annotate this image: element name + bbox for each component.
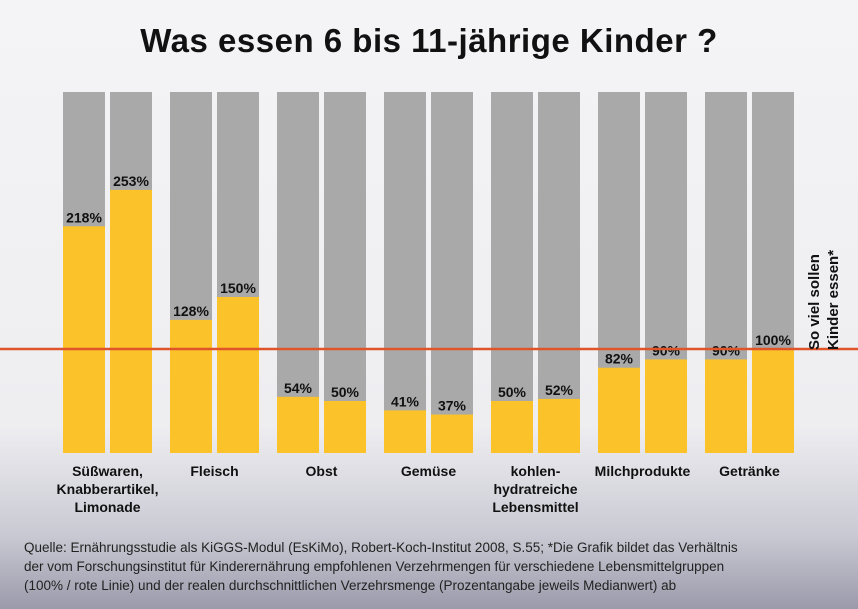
category-label: Getränke bbox=[690, 462, 810, 480]
chart-title: Was essen 6 bis 11-jährige Kinder ? bbox=[140, 22, 718, 59]
bar bbox=[491, 401, 533, 453]
bar bbox=[63, 226, 105, 453]
side-label-line: Kinder essen* bbox=[825, 249, 842, 350]
data-label: 253% bbox=[113, 173, 149, 189]
category-label-line: Limonade bbox=[74, 499, 141, 515]
data-label: 37% bbox=[438, 398, 467, 414]
data-label: 41% bbox=[391, 393, 420, 409]
bar-background bbox=[431, 92, 473, 453]
category-label-line: Süßwaren, bbox=[72, 463, 143, 479]
category-label: kohlen-hydratreiche Lebensmittel bbox=[476, 462, 596, 516]
bar bbox=[752, 349, 794, 453]
footer-line: Quelle: Ernährungsstudie als KiGGS-Modul… bbox=[24, 540, 738, 555]
category-label-line: Fleisch bbox=[190, 463, 239, 479]
bar-background bbox=[538, 92, 580, 453]
bar bbox=[645, 359, 687, 453]
data-label: 90% bbox=[652, 342, 681, 358]
bar-background bbox=[491, 92, 533, 453]
category-label: Milchprodukte bbox=[583, 462, 703, 480]
data-label: 150% bbox=[220, 280, 256, 296]
category-label: Süßwaren, Knabberartikel, Limonade bbox=[48, 462, 168, 516]
bar bbox=[431, 414, 473, 453]
bar-background bbox=[277, 92, 319, 453]
category-label-line: Milchprodukte bbox=[594, 463, 691, 479]
bar bbox=[538, 398, 580, 453]
bar bbox=[324, 401, 366, 453]
category-label-line: hydratreiche bbox=[493, 481, 578, 497]
footer-line: der vom Forschungsinstitut für Kinderern… bbox=[24, 559, 725, 574]
data-label: 52% bbox=[545, 382, 574, 398]
data-label: 54% bbox=[284, 380, 313, 396]
bar bbox=[170, 319, 212, 453]
category-label-line: Getränke bbox=[719, 463, 780, 479]
side-label-line: So viel sollen bbox=[806, 254, 823, 350]
data-label: 90% bbox=[712, 342, 741, 358]
data-label: 50% bbox=[498, 384, 527, 400]
bar bbox=[598, 367, 640, 453]
data-label: 100% bbox=[755, 332, 791, 348]
category-label-line: Obst bbox=[305, 463, 338, 479]
data-label: 218% bbox=[66, 209, 102, 225]
footer-line: (100% / rote Linie) und der realen durch… bbox=[24, 578, 677, 593]
category-label-line: Gemüse bbox=[400, 463, 457, 479]
category-label-line: Lebensmittel bbox=[492, 499, 579, 515]
category-label: Obst bbox=[262, 462, 382, 480]
bar bbox=[110, 189, 152, 453]
bar bbox=[277, 396, 319, 453]
data-label: 128% bbox=[173, 303, 209, 319]
bar-background bbox=[384, 92, 426, 453]
category-label-line: Knabberartikel, bbox=[56, 481, 159, 497]
category-label: Fleisch bbox=[155, 462, 275, 480]
category-label-line: kohlen- bbox=[510, 463, 561, 479]
bar bbox=[217, 297, 259, 453]
bar-background bbox=[324, 92, 366, 453]
data-label: 82% bbox=[605, 351, 634, 367]
data-label: 50% bbox=[331, 384, 360, 400]
bar bbox=[384, 410, 426, 453]
category-label: Gemüse bbox=[369, 462, 489, 480]
source-footnote: Quelle: Ernährungsstudie als KiGGS-Modul… bbox=[24, 538, 844, 595]
reference-line-label: So viel sollen Kinder essen* bbox=[805, 250, 843, 350]
bar bbox=[705, 359, 747, 453]
